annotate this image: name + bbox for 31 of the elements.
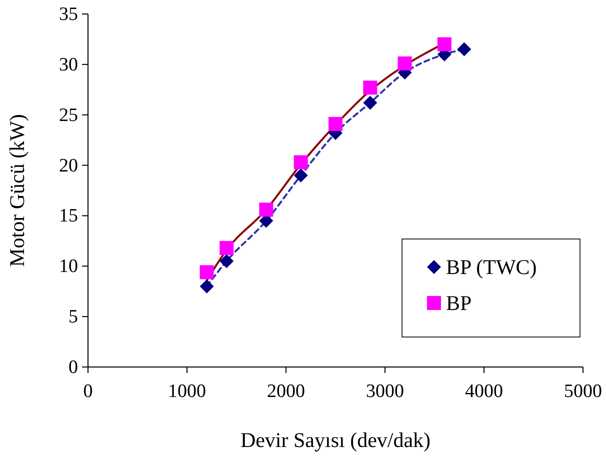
x-tick-label: 2000 [267, 381, 305, 402]
point [200, 279, 214, 294]
x-tick-label: 0 [83, 381, 93, 402]
y-tick-label: 0 [68, 357, 78, 378]
point [437, 37, 452, 52]
y-tick-label: 5 [68, 306, 78, 328]
point [328, 116, 342, 131]
y-tick-label: 30 [59, 54, 78, 76]
point [294, 155, 308, 170]
x-axis-title: Devir Sayısı (dev/dak) [240, 428, 431, 452]
legend-label: BP (TWC) [446, 255, 537, 279]
point [398, 56, 412, 70]
y-tick-label: 35 [59, 4, 78, 25]
y-tick-label: 20 [59, 155, 78, 176]
point [363, 96, 378, 110]
point [363, 80, 378, 95]
y-tick-label: 25 [59, 104, 78, 126]
point [200, 265, 214, 280]
x-tick-label: 4000 [465, 381, 503, 402]
x-tick-label: 1000 [168, 381, 206, 402]
point [259, 202, 274, 217]
x-tick-label: 5000 [564, 381, 602, 402]
y-axis-title: Motor Gücü (kW) [5, 114, 29, 267]
y-tick-label: 10 [59, 256, 78, 278]
point [457, 42, 472, 56]
x-tick-label: 3000 [366, 381, 404, 402]
point [220, 240, 234, 255]
point [294, 168, 308, 182]
legend-label: BP [446, 291, 472, 315]
y-tick-label: 15 [59, 206, 78, 227]
point [220, 254, 234, 268]
